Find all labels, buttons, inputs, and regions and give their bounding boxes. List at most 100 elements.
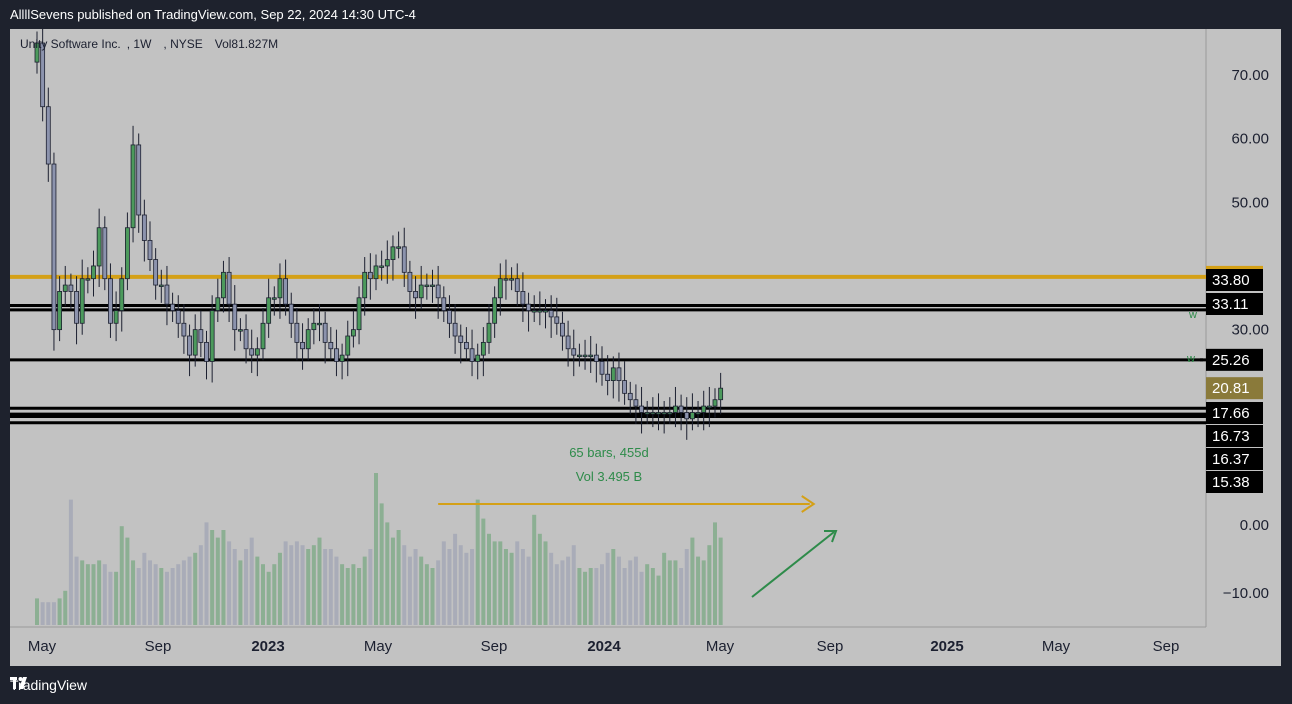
- volume-bar: [701, 560, 706, 625]
- time-axis-label: 2025: [930, 638, 963, 655]
- chart-frame[interactable]: 65 bars, 455d Vol 3.495 B w w 70.00 60.00 50.0…: [10, 29, 1281, 666]
- price-label-text: 16.73: [1212, 428, 1250, 445]
- volume-bar: [119, 526, 124, 625]
- candle-body: [690, 412, 695, 420]
- volume-bar: [458, 545, 463, 625]
- candle-body: [311, 322, 317, 331]
- candle-body: [577, 354, 582, 358]
- w-marker: w: [1186, 353, 1195, 365]
- candle-body: [187, 335, 192, 356]
- volume-bar: [537, 533, 542, 625]
- volume-bar: [148, 560, 152, 625]
- volume-bar: [390, 537, 395, 625]
- candle-body: [198, 329, 204, 343]
- volume-bar: [283, 541, 288, 625]
- candle-body: [249, 348, 255, 356]
- volume-bar: [142, 552, 147, 625]
- candle-body: [226, 271, 232, 305]
- candle-body: [469, 348, 475, 362]
- volume-bar: [571, 545, 576, 625]
- candle-body: [430, 284, 435, 287]
- candle-body: [633, 399, 639, 407]
- volume-bar: [487, 533, 491, 625]
- candle-body: [531, 310, 537, 313]
- volume-bar: [91, 564, 96, 625]
- volume-bar: [368, 549, 373, 625]
- candle-body: [51, 163, 57, 331]
- volume-bar: [63, 590, 68, 625]
- footer[interactable]: TradingView: [10, 677, 87, 693]
- candle-body: [712, 399, 718, 407]
- candle-body: [204, 341, 209, 362]
- legend-interval: , 1W: [126, 37, 152, 51]
- volume-bar: [227, 541, 232, 625]
- candle-body: [537, 310, 543, 313]
- candle-body: [560, 322, 565, 337]
- volume-bar: [498, 541, 503, 625]
- volume-bar: [311, 545, 316, 625]
- volume-bar: [74, 556, 79, 625]
- volume-bar: [679, 568, 684, 625]
- volume-bar: [68, 499, 73, 625]
- time-axis-label: 2023: [251, 638, 284, 655]
- candle-body: [125, 227, 130, 280]
- volume-bar: [334, 556, 339, 625]
- candle-body: [673, 405, 678, 413]
- volume-bar: [255, 556, 260, 625]
- candle-body: [548, 310, 554, 318]
- candle-body: [345, 335, 351, 356]
- volume-bar: [407, 556, 412, 625]
- volume-bar: [713, 522, 717, 625]
- price-label-box: [1206, 348, 1263, 371]
- time-axis-label: Sep: [817, 638, 844, 655]
- candle-body: [463, 341, 469, 350]
- candle-body: [390, 246, 396, 260]
- candle-body: [418, 284, 424, 299]
- candle-body: [74, 291, 79, 324]
- volume-bar: [566, 556, 571, 625]
- volume-bar: [396, 530, 401, 625]
- volume-bar: [543, 541, 548, 625]
- candle-body: [639, 405, 644, 413]
- price-label-box: [1206, 293, 1263, 315]
- price-tick-label: 50.00: [1231, 194, 1269, 211]
- candle-body: [503, 278, 509, 281]
- candle-body: [243, 329, 249, 350]
- price-label-box: [1206, 448, 1263, 470]
- candle-body: [610, 367, 616, 382]
- volume-bar: [97, 560, 102, 625]
- price-label-text: 17.66: [1212, 405, 1250, 422]
- price-label-text: 20.81: [1212, 380, 1250, 397]
- volume-bar: [656, 575, 661, 625]
- volume-bar: [639, 571, 644, 625]
- chart-canvas[interactable]: 65 bars, 455d Vol 3.495 B w w 70.00 60.00 50.0…: [10, 29, 1281, 666]
- price-label-text: 33.80: [1212, 272, 1250, 289]
- volume-bar: [238, 560, 243, 625]
- volume-bar: [605, 552, 610, 625]
- volume-tick-label: −10.00: [1223, 585, 1269, 602]
- candle-body: [627, 392, 633, 401]
- candle-body: [119, 278, 125, 311]
- volume-bar: [306, 549, 311, 625]
- time-axis-label: 2024: [587, 638, 621, 655]
- volume-bar: [80, 560, 85, 625]
- candle-body: [622, 380, 627, 394]
- price-label-box: [1206, 402, 1263, 424]
- candle-body: [136, 144, 142, 216]
- time-axis-label: May: [706, 638, 735, 655]
- volume-bar: [114, 571, 119, 625]
- volume-bar: [323, 549, 328, 625]
- volume-bar: [492, 541, 497, 625]
- legend-symbol: Unity Software Inc.: [20, 37, 121, 51]
- candle-body: [520, 291, 526, 305]
- volume-bar: [261, 564, 265, 625]
- volume-bar: [317, 537, 322, 625]
- volume-bar: [588, 568, 593, 625]
- candle-body: [452, 322, 458, 337]
- price-scale[interactable]: [1206, 29, 1281, 666]
- volume-bar: [515, 541, 520, 625]
- volume-bar: [633, 556, 638, 625]
- candle-body: [650, 412, 656, 415]
- volume-bar: [650, 568, 655, 625]
- candle-body: [458, 335, 464, 343]
